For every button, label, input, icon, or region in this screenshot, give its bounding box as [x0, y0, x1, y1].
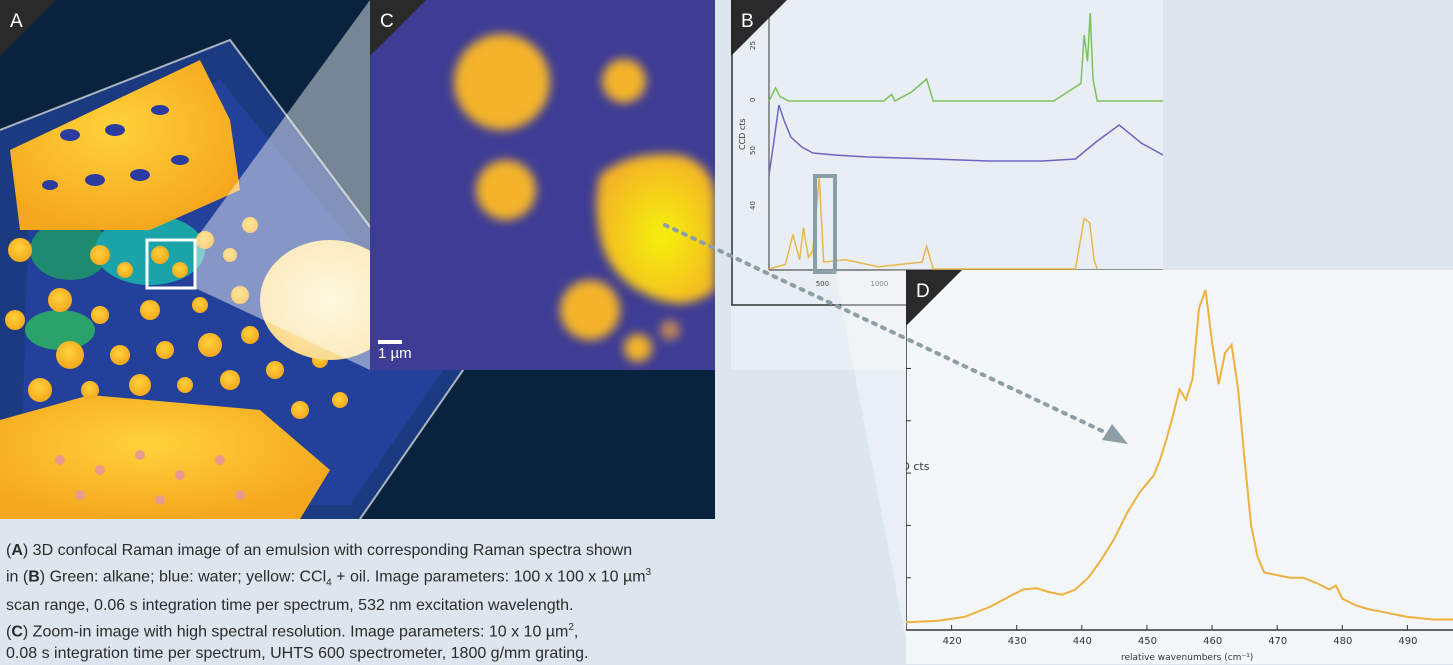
scale-bar [378, 340, 402, 344]
d-xtick-label: 460 [1203, 636, 1222, 647]
panel-d-tag [906, 270, 962, 326]
panel-c-label: C [380, 11, 394, 32]
d-xlabel: relative wavenumbers (cm⁻¹) [1121, 653, 1253, 663]
panel-c-zoom-image: 1 µm C [370, 0, 715, 370]
b-series-1 [768, 12, 1163, 103]
b-xtick-label: 500 [816, 280, 829, 288]
d-xtick-label: 480 [1333, 636, 1352, 647]
zoom-image [378, 34, 715, 362]
b-series-2 [768, 104, 1163, 176]
caption-line-5: 0.08 s integration time per spectrum, UH… [6, 644, 589, 662]
panel-b-label: B [741, 11, 754, 32]
zoom-region-box [145, 238, 197, 290]
dotted-arrow-line [663, 223, 1117, 439]
scale-bar-label: 1 µm [378, 345, 412, 362]
d-series-ccl4 [906, 289, 1453, 624]
b-ytick-3: 50 [749, 146, 757, 155]
d-xtick-label: 430 [1008, 636, 1027, 647]
caption-line-1: (A) 3D confocal Raman image of an emulsi… [6, 542, 633, 559]
d-xtick-label: 440 [1073, 636, 1092, 647]
emulsion-3d-image [0, 0, 472, 519]
arrow-head [1102, 424, 1128, 444]
b-series-3 [768, 176, 1099, 270]
spectrum-plot-d: 42043044045046047048049024681012 CCD cts… [906, 289, 1453, 663]
b-ylabel: CCD cts [738, 118, 747, 150]
d-ylabel: CCD cts [906, 460, 930, 473]
b-highlight-box [813, 174, 837, 274]
panel-b-tag [731, 0, 787, 56]
d-xtick-label: 420 [943, 636, 962, 647]
caption-line-2: in (B) Green: alkane; blue: water; yello… [6, 567, 652, 589]
panel-a-tag [0, 0, 56, 56]
panel-a-label: A [10, 11, 23, 32]
panel-c-tag [370, 0, 426, 56]
d-xtick-label: 450 [1138, 636, 1157, 647]
b-xtick-label: 1000 [870, 280, 888, 288]
panel-d-spectrum: 42043044045046047048049024681012 CCD cts… [906, 270, 1453, 664]
d-xtick-label: 490 [1398, 636, 1417, 647]
panel-d-label: D [916, 281, 930, 302]
caption-line-3: scan range, 0.06 s integration time per … [6, 596, 574, 614]
b-ytick-4: 40 [749, 201, 757, 210]
d-xtick-label: 470 [1268, 636, 1287, 647]
caption-line-4: (C) Zoom-in image with high spectral res… [6, 621, 579, 640]
b-ytick-2: 0 [749, 98, 757, 102]
figure-caption: (A) 3D confocal Raman image of an emulsi… [6, 540, 866, 665]
